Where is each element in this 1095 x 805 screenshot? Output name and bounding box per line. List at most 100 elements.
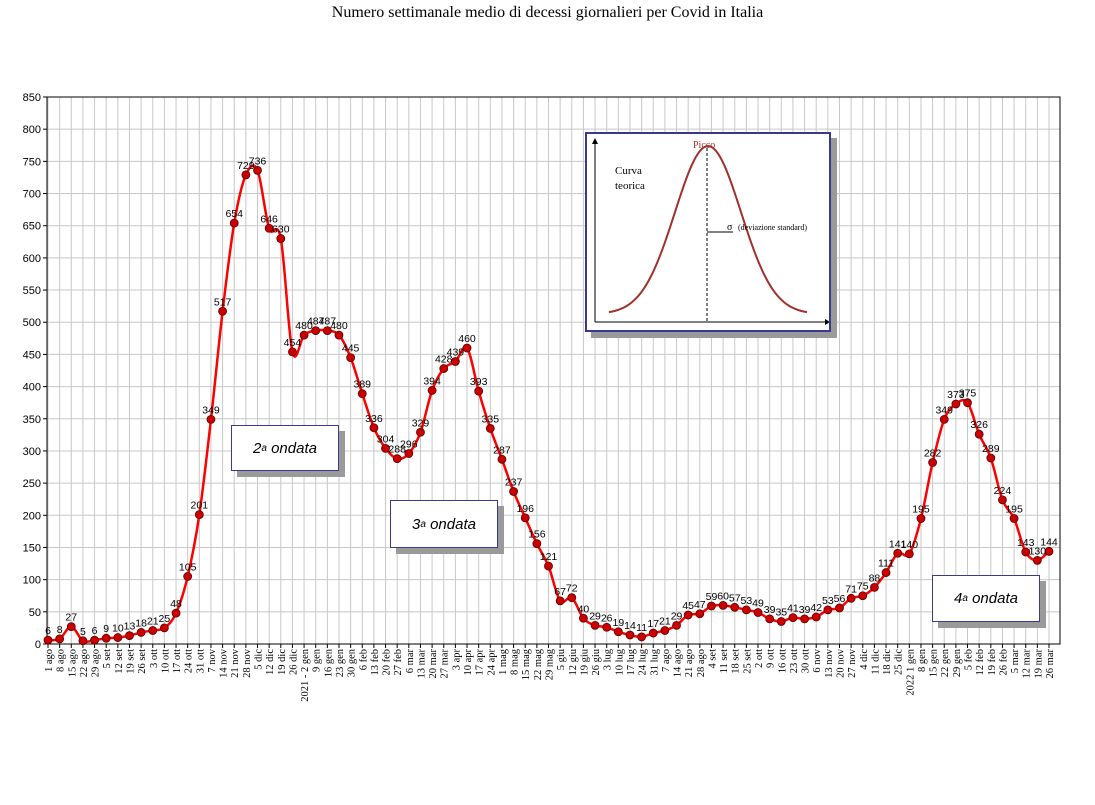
x-tick-label: 13 nov bbox=[824, 648, 835, 678]
data-label: 487 bbox=[307, 316, 325, 328]
data-point bbox=[904, 549, 914, 559]
x-tick-label: 14 ago bbox=[673, 649, 684, 677]
data-label: 349 bbox=[202, 404, 220, 416]
data-point bbox=[1032, 555, 1042, 565]
inset-bell-curve bbox=[608, 144, 808, 314]
y-tick-label: 400 bbox=[23, 382, 41, 394]
data-point bbox=[939, 415, 949, 424]
x-tick-label: 17 lug bbox=[626, 648, 637, 675]
x-tick-label: 22 mag bbox=[533, 648, 544, 680]
data-label: 111 bbox=[878, 558, 894, 570]
data-label: 17 bbox=[647, 618, 659, 630]
data-label: 29 bbox=[671, 610, 683, 622]
data-label: 41 bbox=[787, 603, 799, 615]
data-label: 393 bbox=[470, 376, 488, 388]
wave-2-text: ondata bbox=[271, 439, 317, 457]
data-point bbox=[497, 454, 507, 464]
data-point bbox=[730, 602, 740, 612]
plot-frame bbox=[46, 96, 1061, 645]
data-label: 373 bbox=[947, 389, 965, 401]
y-tick-label: 150 bbox=[23, 542, 41, 554]
x-tick-label: 1 mag bbox=[498, 648, 509, 675]
wave-3-text: ondata bbox=[430, 515, 476, 533]
data-label: 25 bbox=[159, 613, 171, 625]
data-point bbox=[276, 234, 286, 243]
data-point bbox=[474, 386, 484, 396]
data-point bbox=[485, 424, 495, 433]
y-tick-label: 700 bbox=[23, 189, 41, 201]
data-point bbox=[66, 622, 76, 632]
x-tick-label: 26 feb bbox=[998, 649, 1009, 676]
y-tick-label: 0 bbox=[35, 639, 41, 651]
x-tick-label: 16 gen bbox=[323, 648, 334, 677]
y-tick-label: 650 bbox=[23, 221, 41, 233]
data-label: 487 bbox=[319, 316, 337, 328]
inset-svg: Picco Curva teorica σ (deviazione standa… bbox=[592, 138, 830, 325]
x-tick-label: 29 mag bbox=[545, 648, 556, 680]
data-point bbox=[637, 632, 647, 642]
data-point bbox=[1044, 546, 1054, 556]
data-point bbox=[800, 614, 809, 624]
x-tick-label: 21 ago bbox=[684, 649, 695, 677]
data-point bbox=[602, 622, 612, 632]
data-point bbox=[264, 223, 274, 233]
data-point bbox=[136, 628, 146, 637]
data-label: 282 bbox=[924, 448, 942, 460]
data-label: 439 bbox=[447, 346, 465, 358]
data-label: 21 bbox=[659, 615, 671, 627]
x-tick-label: 23 gen bbox=[335, 648, 346, 677]
wave-4-text: ondata bbox=[972, 590, 1018, 607]
x-tick-label: 20 mar bbox=[428, 649, 439, 679]
x-tick-label: 14 nov bbox=[219, 648, 230, 678]
data-label: 336 bbox=[365, 413, 383, 425]
y-tick-label: 550 bbox=[23, 285, 41, 297]
data-label: 460 bbox=[458, 333, 476, 345]
data-label: 428 bbox=[435, 354, 453, 366]
x-tick-label: 24 lug bbox=[638, 648, 649, 675]
data-label: 630 bbox=[272, 224, 290, 236]
data-point bbox=[718, 600, 728, 610]
data-label: 6 bbox=[45, 625, 51, 637]
data-points bbox=[43, 165, 1054, 646]
data-label: 141 bbox=[889, 538, 907, 550]
data-point bbox=[567, 593, 577, 603]
grid bbox=[47, 96, 1060, 645]
data-label: 88 bbox=[869, 572, 881, 584]
x-tick-label: 2 ott bbox=[754, 649, 765, 668]
data-point bbox=[194, 510, 204, 520]
data-label: 71 bbox=[845, 583, 857, 595]
data-label: 335 bbox=[482, 413, 500, 425]
y-tick-label: 600 bbox=[23, 253, 41, 265]
x-tick-label: 26 dic bbox=[288, 649, 299, 675]
wave-2-number: 2 bbox=[253, 439, 262, 457]
data-point bbox=[357, 389, 367, 399]
data-point bbox=[695, 609, 705, 619]
data-point bbox=[951, 399, 961, 409]
data-point bbox=[555, 596, 565, 606]
y-tick-label: 850 bbox=[23, 92, 41, 104]
data-point bbox=[544, 561, 553, 571]
x-tick-label: 24 ott bbox=[184, 649, 195, 673]
x-tick-label: 8 mag bbox=[510, 648, 521, 675]
x-tick-label: 5 giu bbox=[556, 648, 567, 670]
inset-peak-label: Picco bbox=[693, 140, 715, 151]
data-point bbox=[55, 634, 65, 644]
data-label: 35 bbox=[775, 606, 787, 618]
data-label: 201 bbox=[191, 500, 209, 512]
data-point bbox=[707, 601, 716, 611]
data-label: 60 bbox=[717, 590, 729, 602]
data-label: 237 bbox=[505, 476, 523, 488]
data-point bbox=[986, 453, 996, 463]
data-point bbox=[101, 633, 111, 643]
x-tick-label: 19 feb bbox=[987, 649, 998, 676]
data-label: 9 bbox=[103, 623, 109, 635]
data-label: 144 bbox=[1040, 536, 1058, 548]
data-point bbox=[90, 635, 99, 645]
x-tick-label: 27 feb bbox=[393, 649, 404, 676]
x-tick-label: 26 mar bbox=[1045, 649, 1056, 679]
data-point bbox=[846, 593, 856, 603]
x-tick-label: 16 ott bbox=[777, 649, 788, 673]
data-point bbox=[346, 353, 356, 363]
data-label: 53 bbox=[822, 595, 834, 607]
data-point bbox=[672, 620, 681, 630]
